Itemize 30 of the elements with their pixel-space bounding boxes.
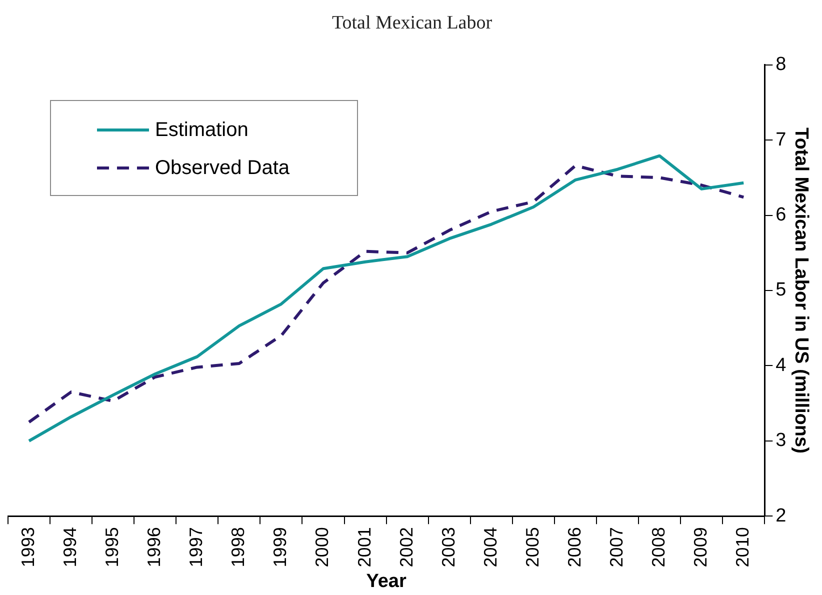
x-tick-label: 2003	[438, 527, 458, 568]
x-tick-label: 2006	[564, 527, 584, 568]
x-tick-label: 2008	[648, 527, 669, 568]
y-tick-label: 3	[776, 430, 786, 452]
x-tick-label: 2000	[312, 527, 332, 568]
y-tick-label: 5	[776, 280, 786, 301]
y-axis-title: Total Mexican Labor in US (millions)	[790, 128, 812, 454]
y-tick-label: 6	[776, 204, 786, 226]
legend-label: Estimation	[155, 118, 248, 142]
y-tick-label: 8	[776, 54, 786, 76]
x-tick-label: 1998	[228, 527, 248, 568]
x-axis-title: Year	[366, 570, 407, 592]
x-tick-label: 1999	[270, 527, 290, 568]
x-tick-label: 2002	[396, 527, 416, 568]
y-tick-label: 4	[776, 354, 787, 376]
x-tick-label: 1997	[186, 527, 206, 568]
x-tick-label: 1995	[102, 527, 122, 568]
legend-label: Observed Data	[155, 156, 290, 180]
x-tick-label: 2001	[354, 527, 374, 568]
x-tick-label: 2005	[522, 527, 542, 568]
x-tick-label: 2009	[690, 527, 711, 568]
x-tick-label: 2010	[732, 527, 753, 568]
x-tick-label: 1993	[18, 527, 38, 568]
x-tick-label: 2007	[606, 527, 626, 568]
y-tick-label: 7	[776, 129, 786, 150]
x-tick-label: 2004	[480, 527, 500, 568]
y-tick-label: 2	[776, 505, 786, 526]
x-tick-label: 1996	[144, 527, 164, 568]
x-tick-label: 1994	[60, 527, 80, 568]
chart-title: Total Mexican Labor	[332, 12, 493, 34]
